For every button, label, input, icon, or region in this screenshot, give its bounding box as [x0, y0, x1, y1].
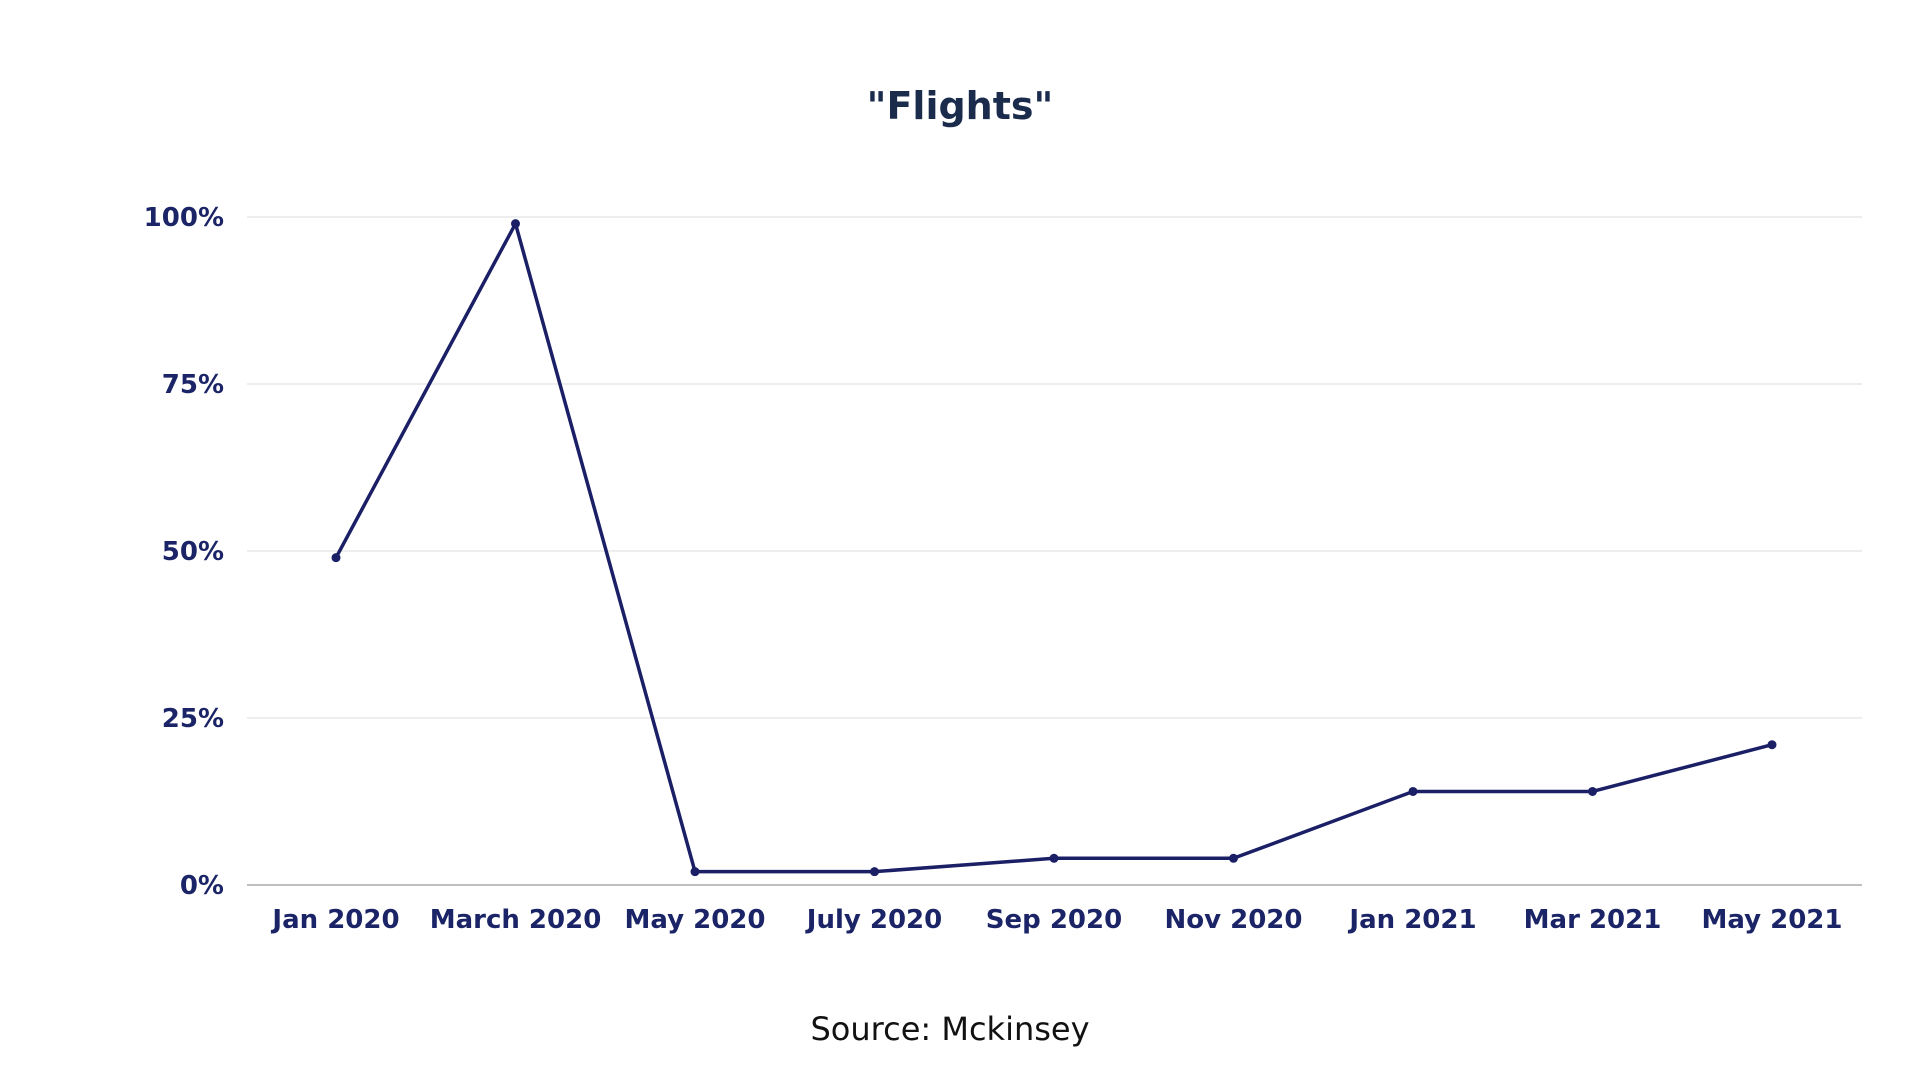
data-point — [511, 219, 520, 229]
data-point — [1229, 853, 1238, 863]
x-tick-label: July 2020 — [805, 905, 942, 935]
data-point — [1049, 853, 1059, 863]
x-tick-label: May 2020 — [625, 905, 766, 935]
y-tick-label: 100% — [144, 203, 224, 233]
series-line — [334, 221, 1773, 874]
y-tick-label: 50% — [162, 537, 224, 567]
y-axis-ticks: 0% 25% 50% 75% 100% — [144, 203, 224, 901]
source-note: Source: Mckinsey — [810, 1010, 1090, 1048]
x-tick-label: Mar 2021 — [1524, 905, 1662, 935]
chart-title: "Flights" — [866, 84, 1054, 128]
x-tick-label: Jan 2020 — [270, 905, 399, 935]
x-tick-label: May 2021 — [1702, 905, 1843, 935]
data-point — [870, 867, 879, 877]
data-point — [1408, 786, 1418, 796]
data-point — [690, 867, 700, 877]
data-point — [331, 553, 341, 563]
data-point — [1588, 786, 1597, 796]
y-tick-label: 25% — [162, 704, 224, 734]
x-tick-label: March 2020 — [430, 905, 602, 935]
x-tick-label: Nov 2020 — [1165, 905, 1303, 935]
data-point — [1767, 740, 1777, 750]
y-tick-label: 0% — [180, 871, 224, 901]
x-tick-label: Jan 2021 — [1347, 905, 1476, 935]
series-layer — [331, 219, 1777, 877]
y-tick-label: 75% — [162, 370, 224, 400]
x-axis-ticks: Jan 2020 March 2020 May 2020 July 2020 Sep 2… — [270, 905, 1842, 935]
grid-lines — [247, 216, 1862, 886]
x-tick-label: Sep 2020 — [986, 905, 1122, 935]
